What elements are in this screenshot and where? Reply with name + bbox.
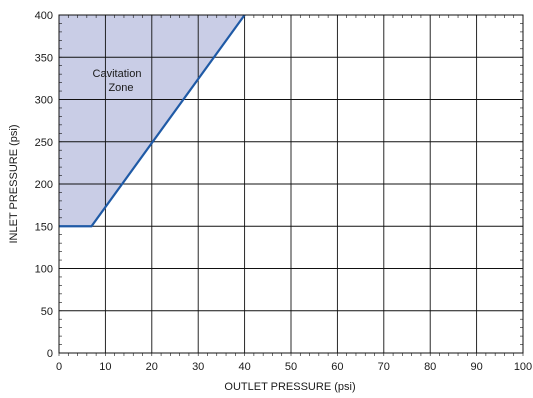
y-tick-label: 350 bbox=[35, 52, 53, 64]
x-tick-label: 0 bbox=[56, 361, 62, 373]
y-tick-labels: 0 50 100 150 200 250 300 350 400 bbox=[35, 10, 53, 360]
y-axis-label: INLET PRESSURE (psi) bbox=[8, 125, 20, 244]
x-tick-labels: 0 10 20 30 40 50 60 70 80 90 100 bbox=[56, 361, 532, 373]
y-tick-label: 0 bbox=[47, 348, 53, 360]
x-tick-label: 100 bbox=[514, 361, 532, 373]
x-tick-label: 90 bbox=[470, 361, 482, 373]
y-tick-label: 400 bbox=[35, 10, 53, 22]
x-tick-label: 80 bbox=[424, 361, 436, 373]
series-layer bbox=[59, 14, 246, 228]
x-tick-label: 70 bbox=[378, 361, 390, 373]
y-tick-label: 150 bbox=[35, 221, 53, 233]
cavitation-zone-label-line2: Zone bbox=[108, 82, 133, 94]
x-tick-label: 20 bbox=[146, 361, 158, 373]
y-tick-label: 250 bbox=[35, 137, 53, 149]
x-axis-label: OUTLET PRESSURE (psi) bbox=[224, 381, 355, 393]
cavitation-boundary-line bbox=[59, 14, 246, 228]
x-tick-label: 50 bbox=[285, 361, 297, 373]
plot-frame bbox=[58, 14, 524, 354]
x-tick-label: 10 bbox=[99, 361, 111, 373]
annotation-group: Cavitation Zone bbox=[93, 68, 142, 94]
x-tick-label: 30 bbox=[192, 361, 204, 373]
x-tick-label: 40 bbox=[238, 361, 250, 373]
x-tick-label: 60 bbox=[331, 361, 343, 373]
cavitation-zone-label-line1: Cavitation bbox=[93, 68, 142, 80]
y-tick-label: 300 bbox=[35, 95, 53, 107]
y-tick-label: 50 bbox=[41, 306, 53, 318]
y-tick-label: 200 bbox=[35, 179, 53, 191]
axis-layer bbox=[58, 14, 524, 354]
y-tick-label: 100 bbox=[35, 264, 53, 276]
